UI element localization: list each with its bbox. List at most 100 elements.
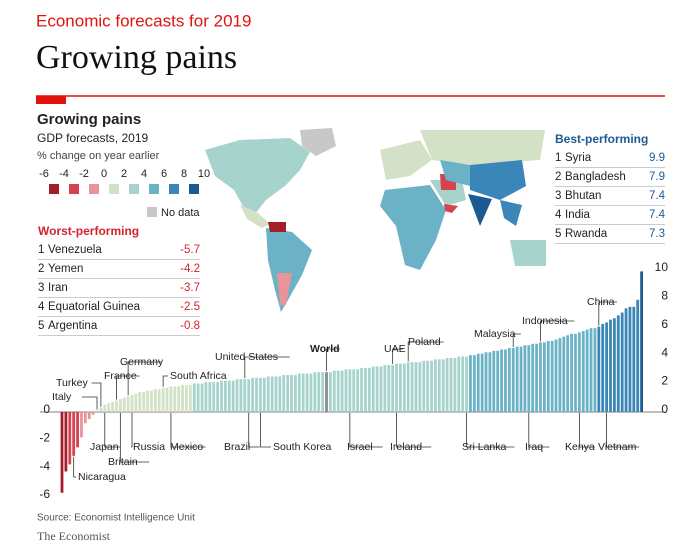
rank: 1 [555, 152, 561, 164]
value: 7.9 [649, 171, 665, 183]
bar [492, 350, 496, 412]
map-region [240, 205, 270, 228]
bar [542, 342, 546, 412]
bar [523, 345, 527, 412]
map-region [470, 160, 526, 200]
map-region [277, 273, 292, 305]
bar [196, 383, 200, 412]
bar [616, 315, 620, 412]
bar [391, 365, 395, 412]
bar [181, 384, 184, 412]
bar [80, 411, 83, 438]
bar [138, 392, 142, 412]
bar [290, 374, 293, 412]
bar [243, 379, 247, 412]
legend-swatch [69, 184, 79, 194]
bar [546, 340, 550, 412]
x-tick-label: Israel [347, 441, 373, 453]
bar [321, 372, 325, 412]
bar [282, 374, 286, 412]
legend-label: No data [161, 207, 200, 219]
bar [554, 339, 558, 412]
bar [266, 376, 270, 412]
bar [95, 410, 99, 412]
subtitle: GDP forecasts, 2019 [37, 131, 148, 145]
leader [349, 412, 383, 448]
bar [212, 382, 216, 412]
bar [64, 411, 68, 472]
x-tick-label: Britain [108, 456, 138, 468]
bar [356, 369, 360, 412]
bar [126, 396, 130, 412]
bar [223, 380, 227, 412]
map-region [440, 160, 470, 186]
bar [317, 372, 321, 412]
bar [476, 353, 480, 412]
leader [119, 412, 150, 463]
leader [127, 361, 162, 396]
bar [472, 355, 476, 412]
bar [507, 348, 511, 412]
leader [396, 412, 432, 448]
leader [162, 375, 168, 387]
leader [259, 412, 271, 448]
leader [104, 412, 120, 448]
map-region [420, 130, 545, 165]
bar [437, 359, 441, 412]
leader [73, 456, 76, 478]
bar [336, 370, 340, 412]
legend-label: -2 [79, 168, 89, 180]
value: -5.7 [180, 244, 200, 256]
x-tick-label: Nicaragua [78, 471, 126, 483]
bar [624, 308, 628, 412]
bar [457, 356, 461, 412]
rank: 1 [38, 244, 44, 256]
leader [578, 412, 595, 448]
map-region [205, 138, 310, 214]
bar [441, 359, 445, 412]
bar [309, 373, 313, 412]
legend-swatch [189, 184, 199, 194]
bar [83, 411, 87, 424]
bar [99, 407, 103, 412]
bar [496, 350, 500, 412]
rank: 2 [38, 263, 44, 275]
bar [216, 382, 219, 412]
map-region [268, 222, 286, 232]
leader [466, 412, 515, 448]
country: India [565, 209, 591, 221]
bar [255, 377, 258, 412]
bar [566, 335, 570, 412]
x-tick-label: South Africa [170, 370, 227, 382]
bar [305, 373, 309, 412]
country: Iran [48, 282, 68, 294]
bar [504, 349, 507, 412]
country: Syria [565, 152, 592, 164]
x-tick-label: World [310, 343, 340, 355]
legend-label: -4 [59, 168, 69, 180]
bar [68, 411, 72, 465]
bar [344, 369, 348, 412]
bar [430, 360, 433, 412]
bar [270, 376, 274, 412]
chart-title: Growing pains [37, 111, 141, 128]
bar [200, 383, 204, 412]
map-region [444, 204, 458, 213]
x-tick-label: China [587, 296, 615, 308]
value: 7.3 [649, 228, 665, 240]
bar [414, 362, 418, 412]
legend-label: 2 [121, 168, 127, 180]
map-region [380, 185, 446, 270]
country: Bangladesh [565, 171, 626, 183]
rank: 3 [555, 190, 561, 202]
bar [539, 342, 542, 412]
bar [153, 389, 157, 412]
bar [208, 382, 212, 412]
bar [402, 363, 406, 412]
bar [461, 356, 465, 412]
bar [418, 362, 422, 412]
bar [399, 363, 402, 412]
bar [188, 384, 192, 412]
legend-label: 6 [161, 168, 167, 180]
